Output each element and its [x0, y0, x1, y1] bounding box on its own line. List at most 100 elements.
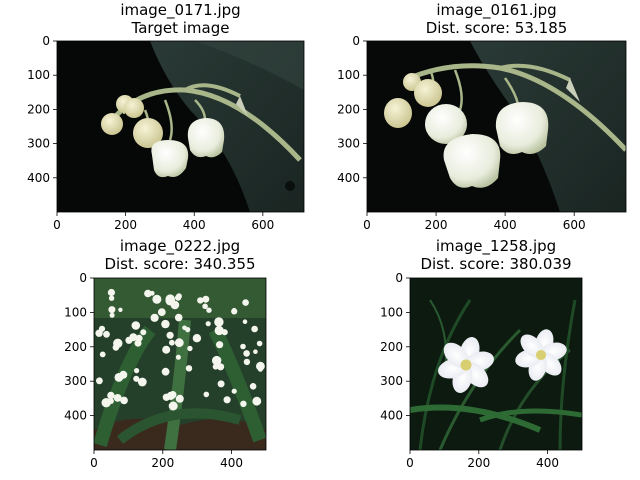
panel-3-ytick-label: 300 [380, 374, 403, 388]
lily-bell [131, 321, 141, 330]
lily-bell [161, 319, 170, 329]
panel-1-xtick-label: 400 [494, 218, 517, 232]
lily-bell [162, 345, 171, 354]
lily-bell [187, 345, 193, 352]
panel-1-ytick-label: 200 [337, 102, 360, 116]
panel-0-xtick-label: 200 [114, 218, 137, 232]
panel-0-ytick-label: 300 [27, 137, 50, 151]
lily-bell [132, 334, 137, 340]
panel-0-ticks: 0 200 400 600 0 100 200 300 400 [27, 34, 274, 232]
lily-bell [165, 294, 175, 304]
panel-2-ticks: 0 200 400 0 100 200 300 400 [64, 271, 243, 470]
panel-2-frame [93, 277, 267, 451]
panel-2-title-line1: image_0222.jpg [120, 237, 240, 256]
lily-bell [152, 294, 162, 304]
lily-bell [202, 295, 210, 303]
panel-3-title-line2: Dist. score: 380.039 [420, 255, 571, 273]
panel-3-ytick-label: 0 [395, 271, 403, 285]
panel-1: image_0161.jpg Dist. score: 53.185 0 200 4… [337, 1, 627, 232]
lily-bell [162, 393, 171, 401]
panel-0-xtick-label: 600 [251, 218, 274, 232]
panel-1-ytick-label: 400 [337, 171, 360, 185]
panel-1-frame [366, 40, 627, 213]
lily-bell [120, 396, 128, 405]
anemone-center [460, 359, 472, 371]
lily-bell [118, 307, 123, 312]
panel-3-flower-left [438, 337, 494, 393]
panel-3-ticks: 0 200 400 0 100 200 300 400 [380, 271, 559, 470]
panel-3-ytick-label: 400 [380, 409, 403, 423]
lily-bell [243, 350, 250, 357]
panel-3-flower-right [515, 329, 567, 381]
panel-1-xtick-label: 600 [563, 218, 586, 232]
lily-bell [174, 313, 183, 322]
lily-bell [249, 383, 257, 390]
lily-bell [251, 325, 258, 333]
panel-1-ticks: 0 200 400 600 0 100 200 300 400 [337, 34, 586, 232]
panel-2-xtick-label: 400 [220, 456, 243, 470]
lily-bell [217, 363, 225, 371]
lily-bell [240, 400, 247, 407]
panel-3-ytick-label: 200 [380, 340, 403, 354]
lily-bell [185, 365, 193, 372]
lily-bell [109, 312, 115, 318]
lily-bell [182, 325, 187, 331]
lily-bell [161, 367, 170, 376]
lily-bell [214, 317, 224, 327]
panel-0-frame [56, 40, 305, 213]
lily-bell [168, 401, 178, 411]
lily-bell [253, 349, 258, 355]
panel-1-ytick-label: 100 [337, 68, 360, 82]
lily-bell [112, 344, 120, 351]
lily-bell [108, 295, 115, 301]
panel-0-xtick-label: 400 [183, 218, 206, 232]
lily-bell [175, 354, 181, 360]
panel-3-xtick-label: 0 [406, 456, 414, 470]
lily-bell [137, 377, 147, 387]
lily-bell [113, 394, 122, 402]
lily-bell [108, 398, 114, 404]
lily-bell [192, 334, 202, 343]
lily-bell [166, 331, 174, 339]
panel-0-ytick-label: 0 [42, 34, 50, 48]
panel-2: image_0222.jpg Dist. score: 340.355 0 200… [64, 237, 267, 470]
lily-bell [107, 391, 115, 400]
lily-bell [150, 313, 159, 322]
lily-bell [149, 290, 155, 296]
panel-3-frame [409, 277, 583, 451]
panel-2-ytick-label: 200 [64, 340, 87, 354]
lily-bell [175, 294, 182, 301]
lily-bell [231, 388, 237, 394]
panel-2-xtick-label: 200 [151, 456, 174, 470]
panel-3-image [410, 278, 582, 450]
lily-bell [257, 366, 263, 372]
lily-bell [217, 380, 225, 388]
lily-bell [212, 355, 222, 366]
panel-1-title-line1: image_0161.jpg [436, 1, 556, 20]
lily-bell [99, 351, 106, 358]
lily-bell [140, 329, 147, 336]
panel-1-ytick-label: 0 [352, 34, 360, 48]
panel-1-xtick-label: 0 [363, 218, 371, 232]
panel-2-ytick-label: 300 [64, 374, 87, 388]
lily-bell [214, 325, 224, 336]
lily-bell [231, 308, 238, 315]
panel-0-ytick-label: 100 [27, 68, 50, 82]
panel-1-image [367, 41, 626, 212]
lily-bell [205, 321, 211, 327]
lily-bell [157, 308, 166, 316]
panel-3-xtick-label: 400 [536, 456, 559, 470]
lily-bell [242, 299, 249, 306]
lily-bell [216, 341, 224, 349]
lily-bell [252, 396, 262, 406]
panel-1-title-line2: Dist. score: 53.185 [426, 19, 568, 37]
panel-3-ytick-label: 100 [380, 305, 403, 319]
panel-0-title-line2: Target image [131, 19, 230, 37]
panel-0-ytick-label: 400 [27, 171, 50, 185]
lily-bell [256, 340, 263, 347]
lily-bell [169, 339, 175, 346]
anemone-center [535, 349, 547, 361]
panel-2-ytick-label: 400 [64, 409, 87, 423]
panel-0-image [57, 41, 304, 212]
lily-bell [175, 394, 184, 403]
